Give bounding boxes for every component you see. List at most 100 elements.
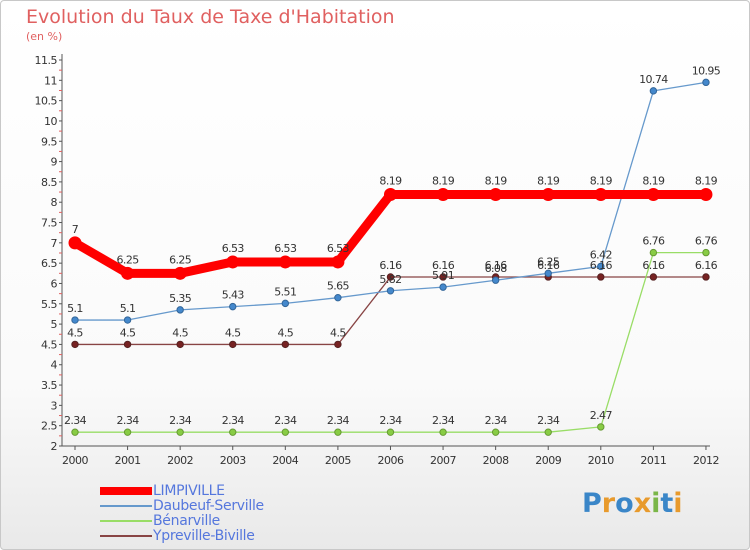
logo-letter: P [582,488,602,519]
data-label-s1: 6.42 [590,248,612,261]
data-point-s2 [439,428,447,436]
data-label-s3: 6.16 [537,259,560,272]
data-label-s3: 4.5 [120,326,136,339]
y-tick-label: 9 [51,156,58,169]
data-point-s0 [383,187,397,201]
data-point-s0 [331,255,345,269]
y-tick-label: 3.5 [41,379,57,392]
logo-letter: o [615,488,634,519]
y-tick-label: 7.5 [41,217,57,230]
data-label-s0: 6.25 [169,253,192,266]
data-point-s0 [646,187,660,201]
legend-label-daubeuf-serville: Daubeuf-Serville [153,498,264,514]
data-label-s2: 2.34 [169,414,192,427]
data-label-s0: 6.53 [327,242,350,255]
data-point-s0 [436,187,450,201]
y-tick-label: 9.5 [41,135,57,148]
x-tick-label: 2000 [62,454,88,467]
data-label-s2: 2.34 [432,414,455,427]
data-point-s0 [541,187,555,201]
data-point-s3 [123,340,132,349]
data-point-s3 [334,340,342,349]
data-label-s2: 2.47 [590,409,613,422]
data-point-s1 [544,269,552,278]
data-label-s2: 2.34 [379,414,402,427]
data-label-s2: 2.34 [274,414,297,427]
data-labels: 7 6.25 6.25 6.53 6.53 6.53 8.19 8.19 8.19 8.19 8.1… [64,64,721,427]
data-point-s3 [281,340,290,349]
y-tick-label: 11.5 [35,54,58,67]
data-point-s2 [649,248,658,257]
data-label-s2: 2.34 [64,414,87,427]
logo-letter: i [673,488,683,519]
data-point-s3 [597,273,605,281]
data-point-s3 [439,273,447,281]
y-tick-label: 8.5 [41,176,57,189]
data-label-s2: 2.34 [117,414,140,427]
data-point-s2 [71,428,79,436]
y-tick-label: 7 [51,237,58,250]
logo-letter: i [651,488,661,519]
data-label-s1: 5.1 [120,302,136,315]
data-label-s1: 10.74 [639,73,668,86]
logo-letter: t [660,488,674,519]
data-label-s2: 2.34 [222,414,245,427]
data-point-s1 [597,262,605,271]
data-point-s0 [68,236,82,250]
data-point-s3 [649,273,658,281]
data-point-s1 [702,78,710,87]
data-point-s1 [334,293,342,302]
data-point-s2 [229,428,237,436]
data-label-s0: 8.19 [642,174,665,187]
data-label-s2: 2.34 [327,414,350,427]
data-point-s3 [229,340,237,349]
x-tick-label: 2010 [588,454,614,467]
y-tick-label: 10.5 [35,95,58,108]
data-point-s2 [597,423,605,431]
data-point-s2 [386,428,395,436]
legend-label-ypreville-biville: Ypreville-Biville [153,528,255,544]
data-point-s2 [176,428,184,436]
legend-swatch-benarville [100,520,152,522]
data-point-s3 [702,273,710,281]
x-tick-label: 2001 [115,454,141,467]
data-label-s3: 6.16 [695,259,718,272]
data-point-s2 [281,428,290,436]
logo-letter: x [633,488,652,519]
data-point-s0 [173,266,187,280]
y-tick-label: 5.5 [41,298,57,311]
data-point-s2 [491,428,500,436]
proxiti-logo: Proxiti [582,488,683,519]
data-label-s3: 6.16 [590,259,613,272]
data-label-s0: 8.19 [432,174,455,187]
data-label-s0: 8.19 [537,174,560,187]
data-label-s0: 8.19 [485,174,508,187]
y-tick-label: 4 [51,359,58,372]
y-tick-label: 2.5 [41,420,57,433]
legend-swatch-ypreville-biville [100,535,152,537]
data-label-s3: 4.5 [172,326,188,339]
legend-label-limpiville: LIMPIVILLE [153,483,225,499]
data-point-s2 [334,428,342,436]
data-label-s0: 8.19 [695,174,718,187]
chart-axes: 2 2.5 3 3.5 4 4.5 5 5.5 6 6.5 7 7.5 8 8.5 9 9.5 10 10.5 11… [35,54,719,467]
y-tick-label: 6.5 [41,257,57,270]
x-tick-label: 2004 [272,454,298,467]
data-point-s1 [229,302,237,311]
data-point-s0 [594,187,608,201]
y-tick-label: 10 [44,115,57,128]
data-label-s1: 5.1 [67,302,83,315]
data-point-s3 [176,340,184,349]
data-point-s1 [439,283,447,291]
data-point-s1 [123,316,132,324]
chart-subtitle: (en %) [26,30,63,43]
data-point-s1 [491,276,500,284]
data-point-s0 [121,266,135,280]
x-tick-label: 2009 [535,454,561,467]
data-label-s2: 2.34 [485,414,508,427]
x-tick-label: 2011 [640,454,666,467]
data-point-s2 [702,248,710,257]
data-label-s3: 6.16 [379,259,402,272]
y-tick-label: 5 [51,318,58,331]
data-label-s1: 6.08 [485,262,508,275]
